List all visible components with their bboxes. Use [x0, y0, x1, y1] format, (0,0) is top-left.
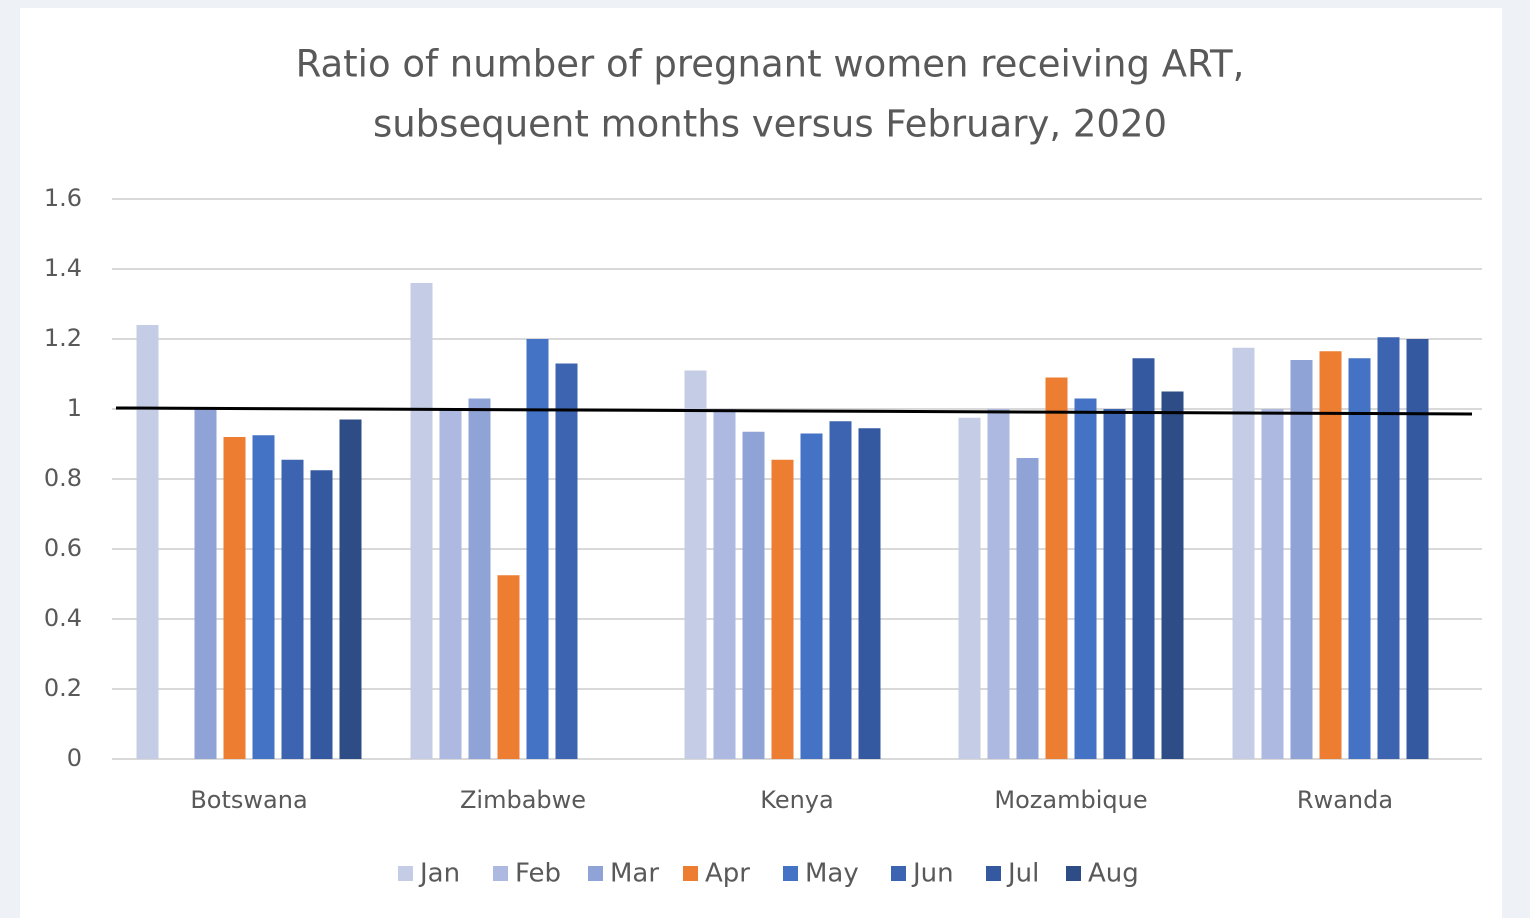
- bar: [252, 435, 275, 759]
- bar: [1290, 360, 1313, 759]
- bar: [684, 370, 707, 759]
- legend-label: Mar: [610, 859, 659, 889]
- bar: [1132, 358, 1155, 759]
- y-tick-label: 1.6: [44, 184, 82, 212]
- bar: [1377, 337, 1400, 759]
- y-tick-label: 1: [67, 394, 82, 422]
- y-tick-label: 1.4: [44, 254, 82, 282]
- bar: [1074, 398, 1097, 759]
- bar: [800, 433, 823, 759]
- legend-label: Apr: [705, 859, 750, 889]
- legend-label: Feb: [515, 859, 561, 889]
- x-tick-label: Kenya: [760, 786, 833, 814]
- y-tick-label: 0.2: [44, 674, 82, 702]
- legend-swatch: [493, 866, 508, 881]
- bar: [194, 409, 217, 759]
- legend-swatch: [986, 866, 1001, 881]
- x-tick-label: Mozambique: [994, 786, 1147, 814]
- bar: [1319, 351, 1342, 759]
- bar: [281, 459, 304, 759]
- y-tick-label: 1.2: [44, 324, 82, 352]
- reference-line: [115, 406, 1473, 416]
- bar: [1103, 409, 1126, 759]
- y-tick-label: 0.6: [44, 534, 82, 562]
- chart-title: Ratio of number of pregnant women receiv…: [296, 43, 1245, 86]
- bar: [771, 459, 794, 759]
- bar: [310, 470, 333, 759]
- bar: [1161, 391, 1184, 759]
- bar: [829, 421, 852, 759]
- legend-swatch: [683, 866, 698, 881]
- x-tick-label: Rwanda: [1297, 786, 1393, 814]
- legend-swatch: [588, 866, 603, 881]
- bar: [339, 419, 362, 759]
- legend-swatch: [1066, 866, 1081, 881]
- bar: [468, 398, 491, 759]
- bar: [713, 409, 736, 759]
- bar: [555, 363, 578, 759]
- bar: [497, 575, 520, 759]
- legend-label: May: [805, 859, 859, 889]
- bar: [987, 409, 1010, 759]
- legend-swatch: [398, 866, 413, 881]
- bar: [1016, 458, 1039, 759]
- y-tick-label: 0: [67, 744, 82, 772]
- bar: [1045, 377, 1068, 759]
- bar: [742, 431, 765, 759]
- legend-label: Jul: [1006, 859, 1039, 889]
- bar: [223, 437, 246, 759]
- bar: [136, 325, 159, 759]
- bar: [526, 339, 549, 759]
- y-tick-label: 0.8: [44, 464, 82, 492]
- x-tick-label: Botswana: [190, 786, 307, 814]
- bar: [1261, 409, 1284, 759]
- legend-label: Jun: [911, 859, 954, 889]
- y-tick-label: 0.4: [44, 604, 82, 632]
- legend-swatch: [783, 866, 798, 881]
- bar: [410, 283, 433, 759]
- legend-label: Jan: [418, 859, 460, 889]
- legend-swatch: [891, 866, 906, 881]
- bar: [958, 417, 981, 759]
- x-tick-label: Zimbabwe: [460, 786, 586, 814]
- bar: [439, 409, 462, 759]
- bar: [858, 428, 881, 759]
- bar: [1348, 358, 1371, 759]
- bar: [1232, 347, 1255, 759]
- legend-label: Aug: [1088, 859, 1139, 889]
- bar: [1406, 339, 1429, 759]
- chart-title: subsequent months versus February, 2020: [373, 103, 1167, 146]
